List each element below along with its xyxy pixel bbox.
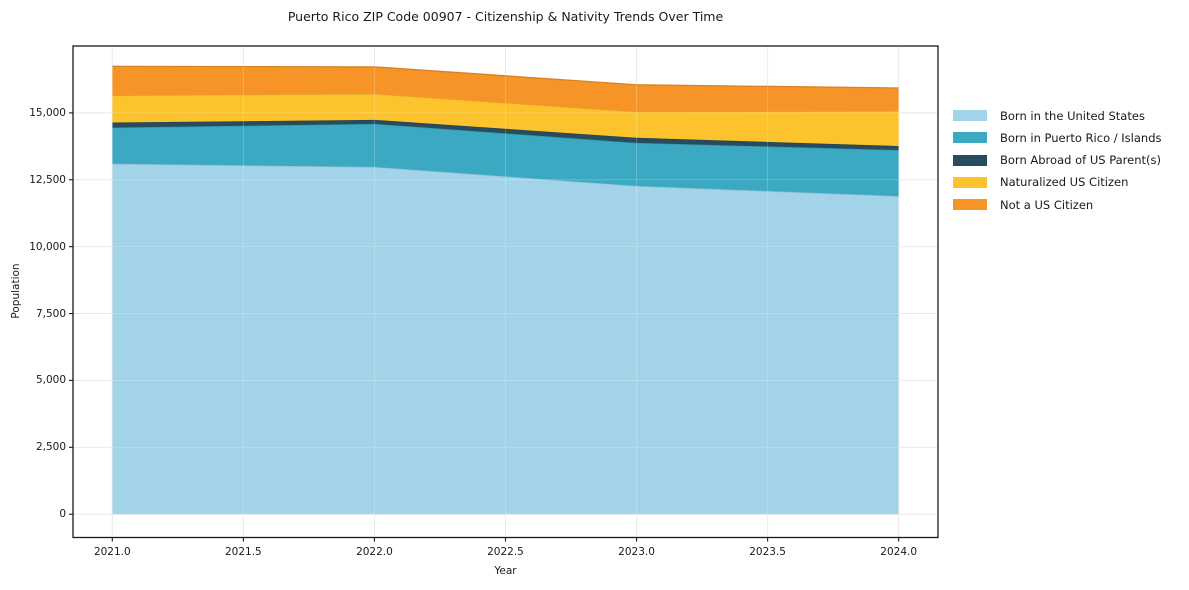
area-naturalized-us-citizen bbox=[112, 93, 899, 147]
area-born-in-the-united-states bbox=[112, 163, 899, 515]
x-axis-tick-label: 2021.0 bbox=[93, 546, 131, 558]
area-born-abroad-of-us-parent-s bbox=[112, 119, 899, 151]
edge-not-a-us-citizen bbox=[112, 65, 899, 89]
x-axis-tick-label: 2024.0 bbox=[880, 546, 918, 558]
y-axis-tick-label: 0 bbox=[59, 508, 66, 521]
x-axis-label: Year bbox=[494, 565, 517, 577]
area-not-a-us-citizen bbox=[112, 66, 899, 112]
y-axis-tick-label: 5,000 bbox=[35, 374, 66, 387]
x-axis-tick-label: 2022.5 bbox=[487, 546, 524, 558]
y-axis-tick-label: 10,000 bbox=[29, 240, 66, 253]
y-axis-tick-label: 15,000 bbox=[29, 106, 66, 119]
x-axis-tick-label: 2023.0 bbox=[618, 546, 655, 558]
y-axis-tick-label: 12,500 bbox=[29, 173, 66, 186]
x-axis-tick-label: 2023.5 bbox=[749, 546, 786, 558]
area-born-in-puerto-rico-islands bbox=[112, 123, 899, 197]
x-axis-tick-label: 2021.5 bbox=[225, 546, 262, 558]
x-axis-tick-label: 2022.0 bbox=[356, 546, 393, 558]
y-axis-tick-label: 2,500 bbox=[35, 441, 66, 454]
y-axis-tick-label: 7,500 bbox=[35, 307, 66, 320]
chart-title: Puerto Rico ZIP Code 00907 - Citizenship… bbox=[287, 9, 724, 24]
